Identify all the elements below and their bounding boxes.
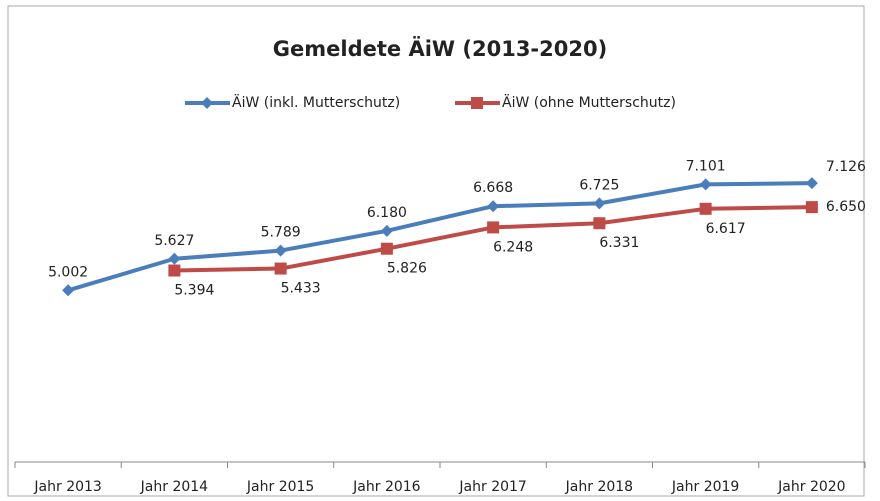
marker <box>274 262 287 275</box>
data-label: 6.248 <box>493 239 533 255</box>
marker <box>380 242 393 255</box>
data-label: 5.394 <box>174 283 214 299</box>
marker <box>471 97 483 109</box>
marker <box>487 200 500 213</box>
data-label: 6.668 <box>473 180 513 196</box>
data-label: 7.101 <box>686 158 726 174</box>
data-label: 6.331 <box>599 235 639 251</box>
data-label: 6.725 <box>579 177 619 193</box>
marker <box>593 197 606 210</box>
marker <box>487 221 500 234</box>
x-tick-label: Jahr 2015 <box>246 479 314 495</box>
marker <box>168 264 181 277</box>
marker <box>593 217 606 230</box>
x-tick-label: Jahr 2018 <box>565 479 633 495</box>
data-label: 6.180 <box>367 205 407 221</box>
x-tick-label: Jahr 2020 <box>777 479 845 495</box>
legend-label: ÄiW (ohne Mutterschutz) <box>502 93 676 111</box>
chart-frame <box>7 5 865 497</box>
data-label: 5.627 <box>154 233 194 249</box>
legend-label: ÄiW (inkl. Mutterschutz) <box>232 93 400 111</box>
data-label: 5.789 <box>261 225 301 241</box>
marker <box>699 178 712 191</box>
x-tick-label: Jahr 2016 <box>352 479 421 495</box>
marker <box>805 201 818 214</box>
marker <box>62 284 75 297</box>
x-tick-label: Jahr 2013 <box>33 479 101 495</box>
data-label: 7.126 <box>826 159 866 175</box>
marker <box>274 244 287 257</box>
x-tick-label: Jahr 2017 <box>458 479 526 495</box>
data-label: 6.650 <box>826 199 866 215</box>
data-label: 6.617 <box>706 221 746 237</box>
x-tick-label: Jahr 2014 <box>140 479 209 495</box>
marker <box>380 224 393 237</box>
series-line <box>67 181 812 293</box>
marker <box>699 202 712 215</box>
data-label: 5.002 <box>48 264 88 280</box>
chart-title: Gemeldete ÄiW (2013-2020) <box>273 36 607 61</box>
marker <box>805 177 818 190</box>
data-label: 5.433 <box>281 281 321 297</box>
data-label: 5.826 <box>387 261 427 277</box>
marker <box>168 252 181 265</box>
x-tick-label: Jahr 2019 <box>671 479 739 495</box>
marker <box>201 97 213 109</box>
